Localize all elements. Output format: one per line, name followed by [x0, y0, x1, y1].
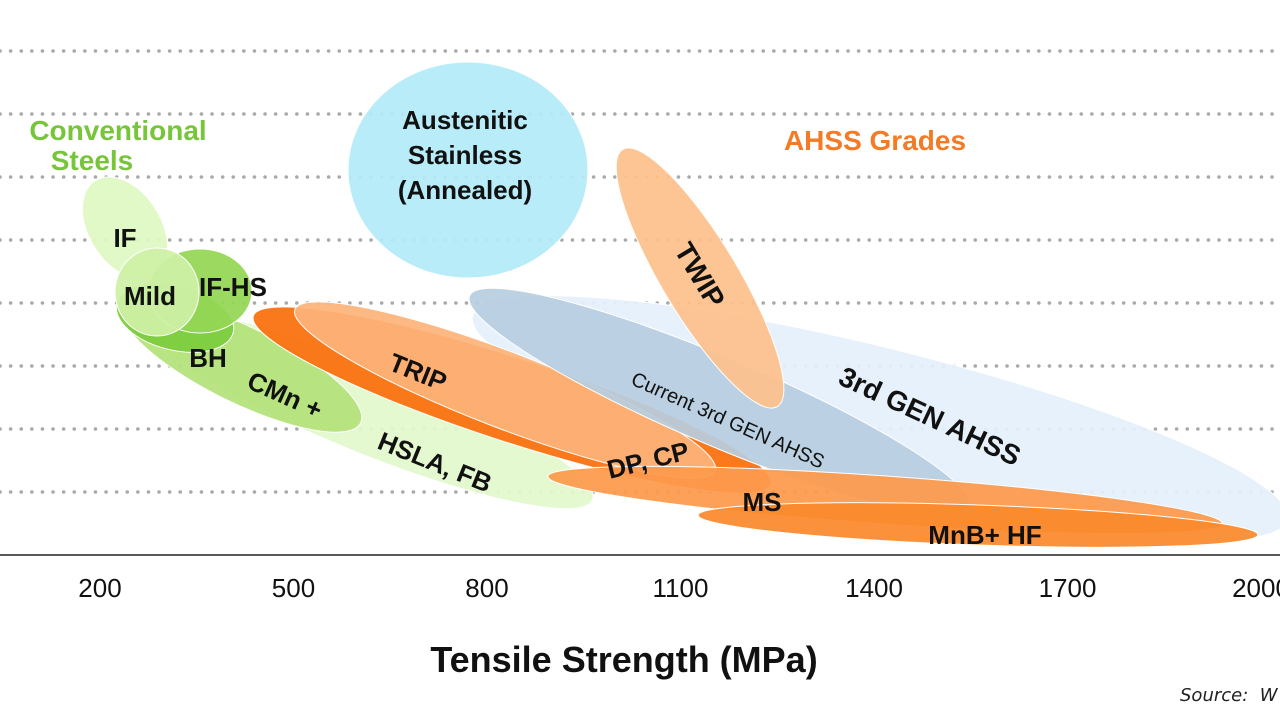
- group-label-ahss: AHSS Grades: [784, 125, 966, 156]
- x-tick-label: 500: [272, 573, 315, 603]
- x-tick-label: 2000: [1232, 573, 1280, 603]
- source-note: Source: W: [1180, 685, 1279, 706]
- x-tick-label: 1400: [845, 573, 903, 603]
- region-label-austenitic-stainless-annealed: (Annealed): [398, 175, 532, 205]
- regions: [81, 61, 1280, 548]
- region-label-bh: BH: [189, 343, 227, 373]
- region-mild: [114, 247, 200, 337]
- region-label-mnb-hf: MnB+ HF: [928, 520, 1041, 550]
- x-tick-label: 1700: [1039, 573, 1097, 603]
- group-label-conventional-line1: Conventional: [29, 115, 206, 146]
- x-tick-label: 200: [78, 573, 121, 603]
- region-label-if-hs: IF-HS: [199, 272, 267, 302]
- region-mnb-hf: [697, 502, 1259, 548]
- group-label-conventional-line2: Steels: [51, 145, 134, 176]
- region-twip: [615, 147, 785, 409]
- region-label-austenitic-stainless-annealed: Austenitic: [402, 105, 528, 135]
- region-label-ms: MS: [743, 487, 782, 517]
- x-tick-label: 800: [465, 573, 508, 603]
- region-label-austenitic-stainless-annealed: Stainless: [408, 140, 522, 170]
- region-label-if: IF: [113, 223, 136, 253]
- region-austenitic-stainless-annealed: [347, 61, 589, 279]
- x-axis-title: Tensile Strength (MPa): [430, 639, 817, 680]
- x-tick-label: 1100: [653, 573, 709, 603]
- x-tick-labels: 200 500 800 1100 1400 1700 2000: [78, 573, 1280, 603]
- region-label-mild: Mild: [124, 281, 176, 311]
